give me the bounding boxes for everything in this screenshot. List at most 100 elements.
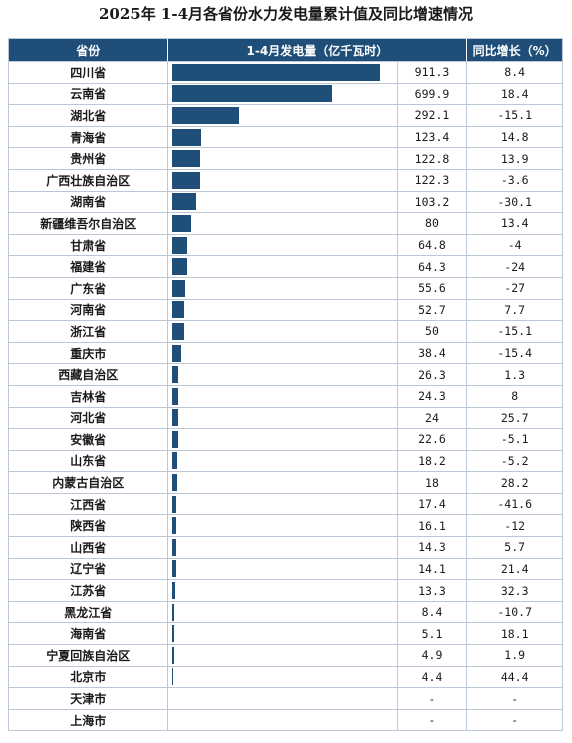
value-label: 50: [398, 321, 468, 342]
value-label: 18.2: [398, 450, 468, 472]
province-label: 四川省: [9, 62, 169, 83]
province-label: 黑龙江省: [9, 601, 169, 623]
value-label: 14.1: [398, 558, 468, 580]
value-label: 38.4: [398, 342, 468, 364]
growth-label: 5.7: [504, 540, 526, 555]
bar-cell: [168, 62, 398, 83]
table-row: 江西省 17.4 -41.6: [9, 492, 562, 515]
bar-cell: [168, 450, 398, 472]
bar-cell: [168, 493, 398, 515]
value-label: 80: [398, 213, 468, 234]
growth-label: -30.1: [497, 194, 532, 209]
bar-cell: [168, 558, 398, 580]
bar-cell: [168, 342, 398, 364]
value-label: 292.1: [398, 105, 468, 126]
province-label: 河南省: [9, 299, 169, 321]
province-label: 云南省: [9, 83, 169, 105]
bar: [172, 474, 177, 492]
bar-cell: [168, 364, 398, 385]
value-label: 17.4: [398, 493, 468, 515]
value-label: -: [398, 688, 468, 709]
growth-label: 8: [511, 389, 519, 404]
bar: [172, 582, 176, 600]
table-row: 云南省 699.9 18.4: [9, 82, 562, 105]
table-row: 浙江省 50 -15.1: [9, 320, 562, 342]
bar: [172, 603, 175, 621]
value-label: 4.9: [398, 645, 468, 666]
table-row: 黑龙江省 8.4 -10.7: [9, 600, 562, 623]
header-value: 1-4月发电量（亿千瓦时）: [168, 39, 468, 61]
province-label: 西藏自治区: [9, 364, 169, 385]
value-label: 122.3: [398, 169, 468, 191]
bar: [172, 495, 177, 513]
data-table: 省份 1-4月发电量（亿千瓦时） 同比增长（%） 四川省 911.3 8.4 云南省 6…: [8, 38, 563, 732]
table-row: 安徽省 22.6 -5.1: [9, 428, 562, 450]
table-row: 甘肃省 64.8 -4: [9, 233, 562, 256]
growth-label: 7.7: [504, 302, 526, 317]
value-label: 16.1: [398, 515, 468, 537]
province-label: 河北省: [9, 407, 169, 429]
province-label: 上海市: [9, 709, 169, 731]
value-label: 911.3: [398, 62, 468, 83]
growth-label: 1.9: [504, 648, 526, 663]
table-row: 北京市 4.4 44.4: [9, 665, 562, 688]
bar-cell: [168, 277, 398, 299]
bar-cell: [168, 169, 398, 191]
value-label: 103.2: [398, 191, 468, 213]
bar-cell: [168, 126, 398, 148]
growth-label: -15.4: [497, 346, 532, 361]
table-row: 新疆维吾尔自治区 80 13.4: [9, 212, 562, 234]
growth-label: 14.8: [500, 130, 529, 145]
growth-label: 32.3: [500, 583, 529, 598]
province-label: 陕西省: [9, 515, 169, 537]
growth-label: 28.2: [500, 475, 529, 490]
bar-cell: [168, 688, 398, 709]
bar: [172, 646, 174, 664]
province-label: 海南省: [9, 623, 169, 645]
bar-cell: [168, 666, 398, 688]
province-label: 重庆市: [9, 342, 169, 364]
province-label: 山西省: [9, 537, 169, 558]
value-label: 4.4: [398, 666, 468, 688]
bar-cell: [168, 601, 398, 623]
province-label: 宁夏回族自治区: [9, 645, 169, 666]
bar: [172, 85, 333, 103]
bar-cell: [168, 472, 398, 493]
bar-cell: [168, 645, 398, 666]
province-label: 甘肃省: [9, 234, 169, 256]
growth-label: -: [511, 713, 519, 728]
bar: [172, 128, 201, 146]
province-label: 湖南省: [9, 191, 169, 213]
growth-label: -27: [504, 281, 526, 296]
bar-cell: [168, 429, 398, 450]
table-row: 重庆市 38.4 -15.4: [9, 341, 562, 364]
bar-cell: [168, 385, 398, 407]
province-label: 北京市: [9, 666, 169, 688]
growth-label: -5.1: [500, 432, 529, 447]
province-label: 湖北省: [9, 105, 169, 126]
table-body: 四川省 911.3 8.4 云南省 699.9 18.4 湖北省 292.1 -15.1 青海省 1…: [9, 61, 562, 731]
value-label: -: [398, 709, 468, 731]
bar: [172, 214, 191, 232]
province-label: 福建省: [9, 256, 169, 277]
growth-label: 44.4: [500, 669, 529, 684]
value-label: 123.4: [398, 126, 468, 148]
header-province: 省份: [9, 39, 169, 61]
bar: [172, 517, 177, 535]
value-label: 64.3: [398, 256, 468, 277]
bar-cell: [168, 234, 398, 256]
bar-cell: [168, 623, 398, 645]
bar: [172, 409, 178, 427]
growth-label: -: [511, 691, 519, 706]
growth-label: -10.7: [497, 605, 532, 620]
bar: [172, 322, 184, 340]
bar: [172, 668, 174, 686]
table-row: 海南省 5.1 18.1: [9, 622, 562, 645]
growth-label: 25.7: [500, 410, 529, 425]
bar-cell: [168, 407, 398, 429]
growth-label: 18.4: [500, 86, 529, 101]
bar-cell: [168, 191, 398, 213]
province-label: 贵州省: [9, 148, 169, 169]
value-label: 8.4: [398, 601, 468, 623]
header-growth: 同比增长（%）: [472, 43, 557, 58]
